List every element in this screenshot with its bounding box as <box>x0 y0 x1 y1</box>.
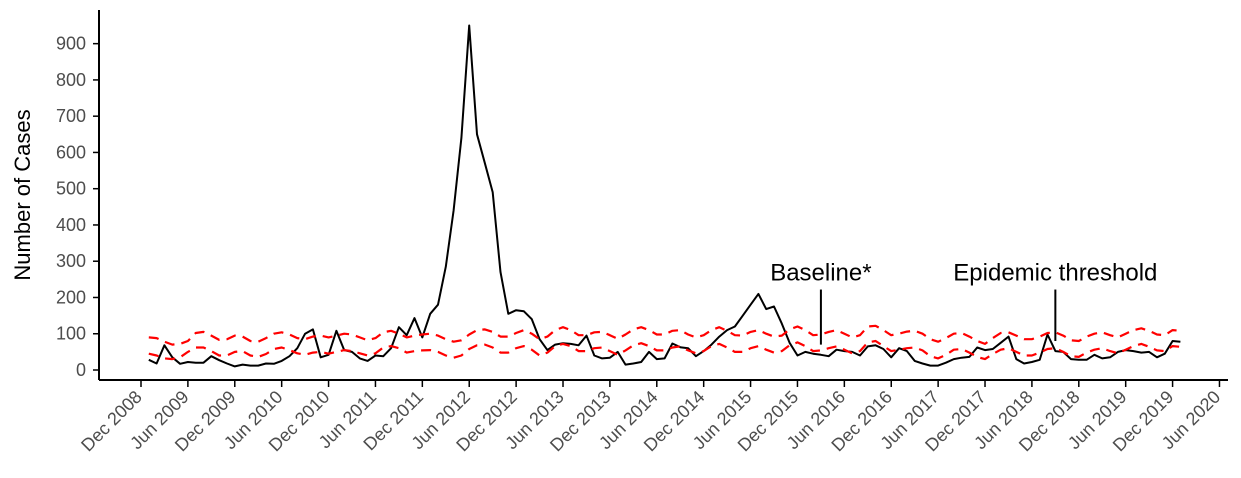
cases-line <box>148 24 1181 368</box>
y-tick-label: 400 <box>56 215 86 235</box>
y-tick-label: 200 <box>56 287 86 307</box>
y-tick-label: 500 <box>56 179 86 199</box>
baseline-annotation: Baseline* <box>770 260 871 287</box>
y-axis-ticks: 0 100 200 300 400 500 600 700 800 900 <box>56 34 99 380</box>
y-tick-label: 900 <box>56 34 86 54</box>
series-layer <box>148 24 1181 368</box>
annotation-layer: Baseline* Epidemic threshold <box>770 260 1157 345</box>
y-tick-label: 0 <box>76 360 86 380</box>
y-tick-label: 600 <box>56 142 86 162</box>
y-tick-label: 800 <box>56 70 86 90</box>
y-tick-label: 100 <box>56 324 86 344</box>
y-tick-label: 300 <box>56 251 86 271</box>
y-tick-label: 700 <box>56 106 86 126</box>
epidemic-threshold-annotation: Epidemic threshold <box>953 260 1157 287</box>
y-axis-title: Number of Cases <box>10 109 35 280</box>
